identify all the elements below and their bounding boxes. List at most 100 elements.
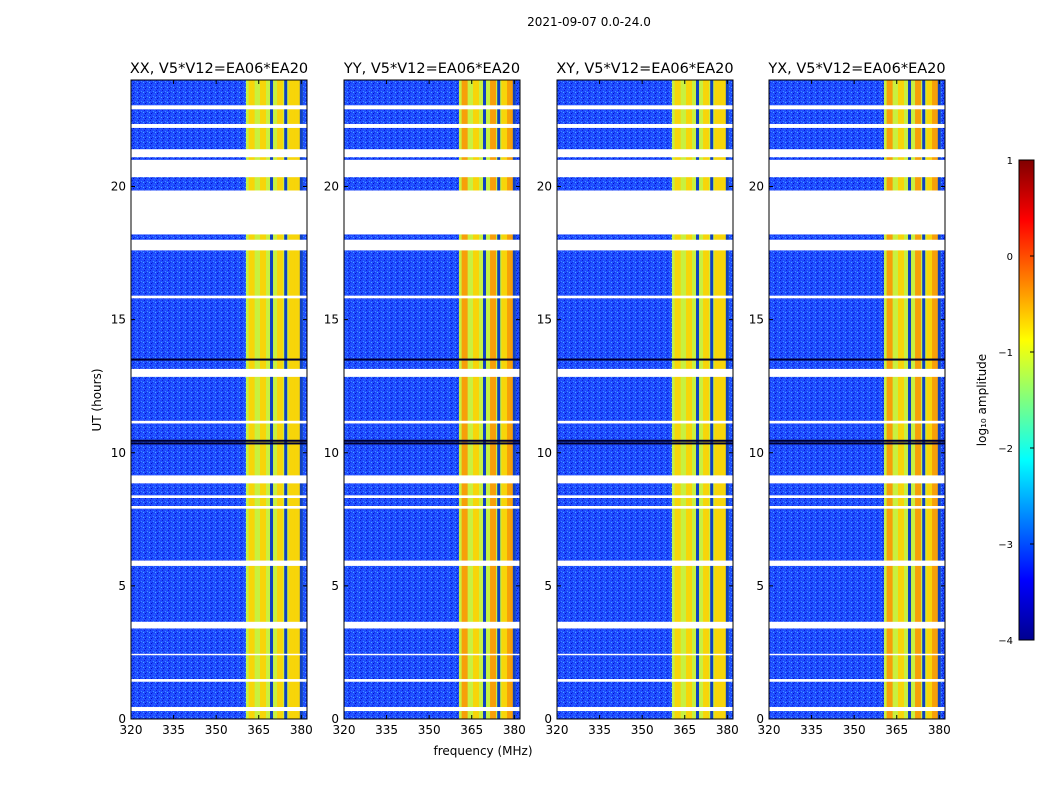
panel-title: YX, V5*V12=EA06*EA20: [767, 61, 945, 77]
y-tick-label: 20: [537, 180, 552, 194]
colorbar-gradient: [1018, 159, 1035, 641]
dark-time-line: [131, 442, 307, 445]
y-tick-label: 0: [756, 712, 764, 726]
flagged-interval: [769, 420, 945, 424]
rfi-dark-channel: [696, 80, 700, 719]
x-tick-label: 380: [716, 723, 739, 737]
dark-time-line: [131, 358, 307, 361]
x-tick-label: 335: [800, 723, 823, 737]
x-tick-label: 380: [928, 723, 951, 737]
rfi-bright-channel: [703, 80, 710, 719]
flagged-interval: [557, 295, 733, 299]
flagged-interval: [557, 506, 733, 509]
flagged-interval: [131, 149, 307, 158]
flagged-interval: [557, 653, 733, 656]
flagged-interval: [769, 105, 945, 110]
rfi-bright-channel: [473, 80, 479, 719]
colorbar-tick-label: −2: [998, 444, 1013, 455]
flagged-interval: [131, 495, 307, 499]
flagged-interval: [769, 707, 945, 712]
dark-time-line: [344, 439, 520, 442]
flagged-interval: [769, 190, 945, 235]
x-tick-label: 320: [546, 723, 569, 737]
flagged-interval: [344, 475, 520, 484]
panel-title: YY, V5*V12=EA06*EA20: [343, 61, 520, 77]
flagged-interval: [131, 475, 307, 484]
flagged-interval: [344, 368, 520, 377]
flagged-interval: [344, 679, 520, 682]
rfi-bright-channel: [714, 80, 721, 719]
x-axis-label: frequency (MHz): [433, 744, 532, 758]
flagged-interval: [344, 707, 520, 712]
dark-time-line: [344, 442, 520, 445]
rfi-dark-channel: [908, 80, 912, 719]
x-tick-label: 320: [333, 723, 356, 737]
dark-time-line: [344, 358, 520, 361]
dark-time-line: [557, 442, 733, 445]
rfi-bright-channel: [886, 80, 893, 719]
y-axis-label: UT (hours): [90, 368, 104, 431]
flagged-interval: [557, 475, 733, 484]
x-tick-label: 365: [885, 723, 908, 737]
flagged-interval: [131, 190, 307, 235]
flagged-interval: [131, 679, 307, 682]
dark-time-line: [131, 439, 307, 442]
flagged-interval: [131, 653, 307, 656]
flagged-interval: [769, 560, 945, 566]
panel-frame: [343, 79, 521, 720]
x-tick-label: 380: [503, 723, 526, 737]
flagged-interval: [344, 295, 520, 299]
y-tick-label: 5: [544, 579, 552, 593]
flagged-interval: [769, 239, 945, 251]
flagged-interval: [557, 560, 733, 566]
flagged-interval: [557, 239, 733, 251]
y-tick-label: 10: [111, 446, 126, 460]
dark-time-line: [769, 358, 945, 361]
flagged-interval: [557, 123, 733, 128]
rfi-bright-channel: [294, 80, 301, 719]
flagged-interval: [344, 159, 520, 178]
rfi-bright-channel: [461, 80, 468, 719]
rfi-dark-channel: [299, 80, 303, 719]
flagged-interval: [557, 159, 733, 178]
y-tick-label: 20: [749, 180, 764, 194]
figure-suptitle: 2021-09-07 0.0-24.0: [527, 15, 651, 29]
flagged-interval: [557, 149, 733, 158]
y-tick-label: 5: [331, 579, 339, 593]
y-tick-label: 15: [537, 313, 552, 327]
rfi-bright-channel: [915, 80, 922, 719]
x-tick-label: 350: [631, 723, 654, 737]
flagged-interval: [131, 123, 307, 128]
flagged-interval: [769, 475, 945, 484]
colorbar-tick-label: 0: [1007, 252, 1013, 263]
flagged-interval: [769, 159, 945, 178]
panel-frame: [768, 79, 946, 720]
rfi-bright-channel: [277, 80, 284, 719]
flagged-interval: [344, 560, 520, 566]
flagged-interval: [557, 368, 733, 377]
rfi-dark-channel: [497, 80, 501, 719]
colorbar-label: log₁₀ amplitude: [975, 354, 989, 446]
y-tick-label: 0: [331, 712, 339, 726]
y-tick-label: 0: [544, 712, 552, 726]
y-tick-label: 15: [111, 313, 126, 327]
flagged-interval: [557, 707, 733, 712]
x-tick-label: 320: [120, 723, 143, 737]
rfi-bright-channel: [490, 80, 497, 719]
flagged-interval: [131, 420, 307, 424]
x-tick-label: 365: [247, 723, 270, 737]
dark-time-line: [557, 358, 733, 361]
rfi-dark-channel: [270, 80, 274, 719]
rfi-bright-channel: [720, 80, 727, 719]
y-tick-label: 10: [749, 446, 764, 460]
rfi-bright-channel: [501, 80, 508, 719]
x-tick-label: 365: [460, 723, 483, 737]
colorbar-tick-label: −3: [998, 540, 1013, 551]
spectrogram-image: [557, 80, 733, 719]
flagged-interval: [131, 295, 307, 299]
flagged-interval: [344, 653, 520, 656]
flagged-interval: [557, 420, 733, 424]
y-tick-label: 5: [756, 579, 764, 593]
flagged-interval: [769, 495, 945, 499]
